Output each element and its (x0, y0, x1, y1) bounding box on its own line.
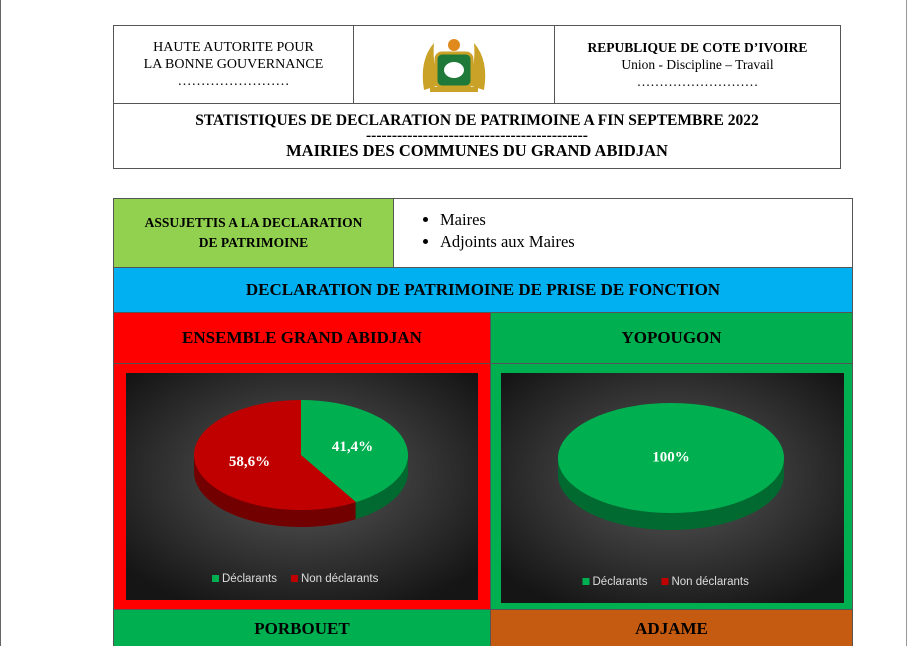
title-cell: STATISTIQUES DE DECLARATION DE PATRIMOIN… (113, 103, 841, 169)
subjects-label: ASSUJETTIS A LA DECLARATION DE PATRIMOIN… (113, 198, 394, 268)
authority-line: HAUTE AUTORITE POUR (153, 40, 314, 55)
doc-title: STATISTIQUES DE DECLARATION DE PATRIMOIN… (195, 112, 759, 129)
legend-marker (661, 578, 669, 585)
subjects-list: Maires Adjoints aux Maires (393, 198, 853, 268)
subjects-label-line: ASSUJETTIS A LA DECLARATION (144, 215, 363, 230)
legend-marker (212, 575, 219, 582)
section-title: DECLARATION DE PATRIMOINE DE PRISE DE FO… (113, 267, 853, 313)
subject-item: Adjoints aux Maires (440, 231, 852, 253)
pie-chart: 41,4% 58,6% Déclarants Non déclarants (126, 373, 478, 600)
chart-title: YOPOUGON (490, 312, 853, 364)
doc-subtitle: MAIRIES DES COMMUNES DU GRAND ABIDJAN (286, 141, 668, 160)
pie-slice (194, 400, 357, 510)
legend-label: Déclarants (222, 573, 277, 585)
data-label: 41,4% (332, 439, 373, 455)
emblem (422, 38, 486, 92)
data-label: 58,6% (229, 454, 270, 470)
pie-chart: 100% Déclarants Non déclarants (501, 373, 844, 603)
pie-slice (558, 403, 784, 513)
next-section: PORBOUET (113, 609, 491, 646)
page-edge (906, 0, 907, 646)
legend-label: Non déclarants (671, 576, 749, 588)
legend-marker (582, 578, 590, 585)
republic-name: REPUBLIQUE DE COTE D’IVOIRE (587, 40, 808, 55)
subjects-label-line: DE PATRIMOINE (198, 235, 309, 250)
chart-title: ENSEMBLE GRAND ABIDJAN (113, 312, 491, 364)
republic-dots: ……………………… (636, 74, 759, 89)
republic-cell: REPUBLIQUE DE COTE D’IVOIRE Union - Disc… (554, 25, 841, 104)
legend-label: Non déclarants (301, 573, 379, 585)
legend-label: Déclarants (593, 576, 648, 588)
authority-cell: HAUTE AUTORITE POUR LA BONNE GOUVERNANCE… (113, 25, 354, 104)
legend-marker (290, 575, 298, 582)
subject-item: Maires (440, 209, 852, 231)
separator: ----------------------------------------… (366, 127, 588, 144)
authority-line: LA BONNE GOUVERNANCE (143, 57, 324, 72)
emblem-cell (353, 25, 555, 104)
next-section: ADJAME (490, 609, 853, 646)
data-label: 100% (652, 449, 690, 465)
authority-line: …………………… (177, 74, 290, 89)
republic-motto: Union - Discipline – Travail (621, 57, 774, 72)
pie-slice (301, 400, 409, 503)
